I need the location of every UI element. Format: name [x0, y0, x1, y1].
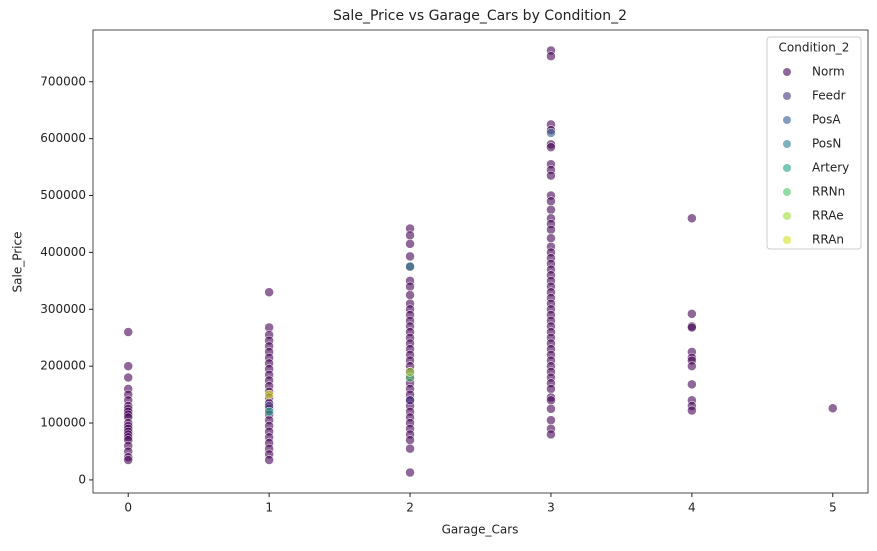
- point: [546, 196, 556, 206]
- point: [405, 230, 415, 241]
- legend-marker: [783, 116, 791, 124]
- point: [123, 455, 133, 465]
- y-axis-label: Sale_Price: [11, 232, 25, 293]
- legend-label: Feedr: [812, 89, 846, 103]
- point: [546, 204, 556, 215]
- legend-label: Norm: [812, 65, 845, 79]
- point: [546, 224, 556, 235]
- y-tick-label: 400000: [40, 245, 86, 259]
- point: [405, 435, 415, 445]
- point: [546, 404, 556, 414]
- point: [405, 367, 415, 377]
- point: [546, 233, 556, 243]
- legend-marker: [783, 212, 791, 220]
- point: [546, 415, 556, 425]
- legend-marker: [783, 164, 791, 172]
- y-tick-label: 200000: [40, 359, 86, 373]
- point: [546, 142, 556, 152]
- point: [546, 170, 556, 181]
- legend-label: PosN: [812, 137, 841, 151]
- point: [405, 467, 415, 478]
- point: [123, 327, 133, 337]
- y-tick-label: 0: [78, 472, 86, 486]
- point: [123, 361, 133, 371]
- x-tick-label: 5: [829, 501, 837, 515]
- point: [546, 384, 556, 394]
- legend-marker: [783, 68, 791, 76]
- legend-label: RRAn: [812, 233, 844, 247]
- y-tick-label: 700000: [40, 74, 86, 88]
- point: [264, 406, 274, 417]
- point: [828, 403, 838, 413]
- point: [405, 290, 415, 300]
- y-tick-label: 300000: [40, 302, 86, 316]
- point: [264, 287, 274, 297]
- point: [123, 372, 133, 383]
- legend-label: RRAe: [812, 209, 844, 223]
- y-tick-label: 500000: [40, 188, 86, 202]
- legend-marker: [783, 188, 791, 196]
- legend-label: PosA: [812, 113, 841, 127]
- point: [405, 281, 415, 292]
- y-tick-label: 600000: [40, 131, 86, 145]
- point: [687, 213, 697, 224]
- legend-title: Condition_2: [779, 41, 850, 55]
- chart-title: Sale_Price vs Garage_Cars by Condition_2: [333, 8, 627, 24]
- point: [405, 443, 415, 454]
- point: [264, 455, 274, 465]
- y-tick-label: 100000: [40, 416, 86, 430]
- legend-label: RRNn: [812, 185, 845, 199]
- legend-marker: [783, 92, 791, 100]
- legend-marker: [783, 140, 791, 148]
- x-tick-label: 3: [547, 501, 555, 515]
- point: [687, 322, 697, 333]
- x-tick-label: 2: [406, 501, 414, 515]
- point: [405, 251, 415, 262]
- legend-box: [766, 36, 862, 250]
- point: [264, 389, 274, 400]
- point: [546, 128, 556, 138]
- point: [687, 309, 697, 319]
- x-tick-label: 0: [124, 501, 132, 515]
- point: [405, 395, 415, 406]
- point: [546, 429, 556, 440]
- point: [687, 379, 697, 390]
- point: [687, 361, 697, 371]
- plot-frame: [92, 29, 869, 494]
- legend-label: Artery: [812, 161, 849, 175]
- point: [546, 395, 556, 406]
- x-axis-label: Garage_Cars: [442, 523, 519, 537]
- legend-marker: [783, 236, 791, 244]
- x-tick-label: 4: [688, 501, 696, 515]
- point: [546, 51, 556, 61]
- x-tick-label: 1: [265, 501, 273, 515]
- point: [405, 261, 415, 272]
- point: [405, 239, 415, 249]
- point: [687, 405, 697, 416]
